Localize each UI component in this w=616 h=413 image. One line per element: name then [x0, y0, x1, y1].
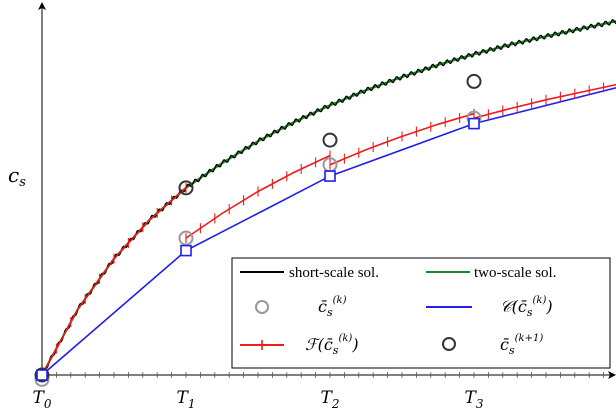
- legend-label-short: short-scale sol.: [289, 265, 379, 281]
- series-fine-segment-1: [185, 154, 331, 239]
- series-fine-segment-3: [473, 83, 616, 119]
- legend-swatch-ck1: [442, 337, 456, 351]
- legend-label-two: two-scale sol.: [474, 265, 556, 281]
- marker-ck-1: [178, 230, 194, 246]
- x-tick-labels: T0 T1 T2 T3: [33, 388, 484, 411]
- marker-ck1-0: [34, 367, 50, 383]
- chart-legend: short-scale sol. two-scale sol. c̄s(k) 𝒞…: [231, 257, 611, 369]
- marker-coarse_sq-1: [180, 244, 192, 257]
- series-fine-segment-0: [41, 187, 187, 376]
- chart-axes: [38, 2, 616, 379]
- legend-box: [231, 257, 611, 369]
- marker-ck1-3: [466, 73, 482, 89]
- y-axis-label: cs: [8, 163, 26, 190]
- marker-coarse_sq-0: [36, 369, 48, 381]
- marker-ck1-1: [178, 180, 194, 196]
- chart-plot-area: [34, 19, 616, 387]
- legend-swatch-fine: [240, 340, 284, 350]
- marker-coarse_sq-2: [324, 170, 336, 182]
- marker-ck1-2: [322, 132, 338, 148]
- x-tick-label-0: T0: [33, 388, 52, 411]
- x-tick-label-3: T3: [465, 388, 484, 411]
- x-tick-label-2: T2: [321, 388, 340, 411]
- marker-coarse_sq-3: [468, 117, 480, 130]
- legend-swatch-ck: [255, 300, 269, 314]
- x-tick-label-1: T1: [177, 388, 196, 411]
